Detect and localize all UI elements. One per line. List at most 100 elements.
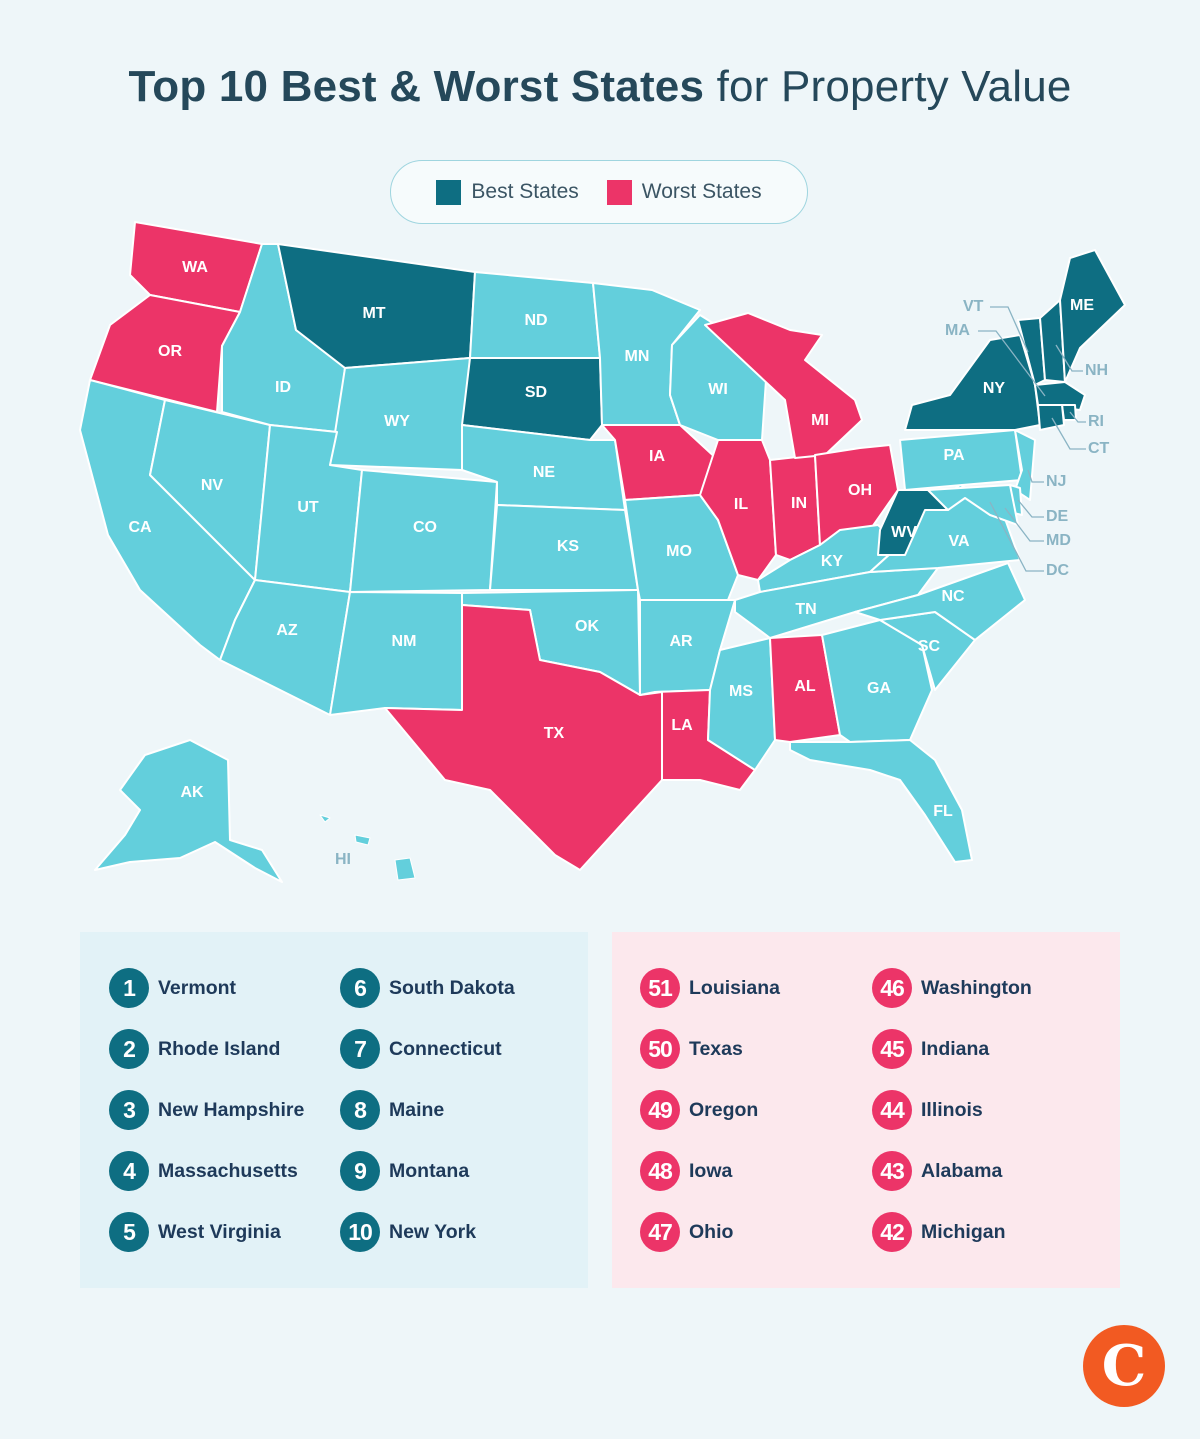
state-label-mi: MI <box>811 412 829 429</box>
state-label-ca: CA <box>128 519 152 536</box>
worst-rank-item: 43 Alabama <box>872 1151 1032 1191</box>
best-rank-item: 2 Rhode Island <box>109 1029 304 1069</box>
worst-rankings-column-1: 51 Louisiana 50 Texas 49 Oregon 48 Iowa 47 Ohio <box>640 968 780 1273</box>
worst-rank-badge: 47 <box>640 1212 680 1252</box>
state-label-il: IL <box>734 496 748 513</box>
state-label-nm: NM <box>392 633 417 650</box>
worst-rank-item: 46 Washington <box>872 968 1032 1008</box>
worst-rank-state: Washington <box>921 976 1032 999</box>
best-rank-state: Connecticut <box>389 1037 502 1060</box>
state-label-va: VA <box>948 533 969 550</box>
state-label-vt: VT <box>963 298 984 315</box>
state-label-ok: OK <box>575 618 599 635</box>
state-label-ak: AK <box>180 784 204 801</box>
state-label-ga: GA <box>867 680 891 697</box>
state-label-sc: SC <box>918 638 941 655</box>
worst-rank-item: 47 Ohio <box>640 1212 780 1252</box>
state-label-id: ID <box>275 379 291 396</box>
brand-logo-letter: C <box>1101 1333 1147 1399</box>
worst-rank-state: Illinois <box>921 1098 983 1121</box>
worst-rank-item: 51 Louisiana <box>640 968 780 1008</box>
state-label-az: AZ <box>276 622 298 639</box>
state-hi <box>319 814 331 823</box>
best-rank-state: New Hampshire <box>158 1098 305 1121</box>
state-label-mn: MN <box>625 348 650 365</box>
state-label-wy: WY <box>384 413 410 430</box>
state-label-mo: MO <box>666 543 692 560</box>
worst-rank-badge: 48 <box>640 1151 680 1191</box>
best-rank-state: South Dakota <box>389 976 515 999</box>
best-rank-state: New York <box>389 1220 477 1243</box>
state-label-nh: NH <box>1085 362 1108 379</box>
state-md <box>927 484 1019 526</box>
state-ny <box>904 334 1041 431</box>
brand-logo: C <box>1083 1325 1165 1407</box>
state-label-nv: NV <box>201 477 224 494</box>
legend-best-label: Best States <box>471 180 579 203</box>
state-nm <box>329 591 463 716</box>
state-sd <box>461 357 603 441</box>
leader-line-md <box>1004 507 1044 542</box>
title-bold: Top 10 Best & Worst States <box>128 62 705 111</box>
best-rank-badge: 7 <box>340 1029 380 1069</box>
worst-rank-state: Texas <box>689 1037 743 1060</box>
legend-best-swatch <box>436 179 462 205</box>
best-rank-item: 5 West Virginia <box>109 1212 304 1252</box>
state-label-ut: UT <box>297 499 319 516</box>
best-rank-state: Rhode Island <box>158 1037 281 1060</box>
state-label-ia: IA <box>649 448 665 465</box>
best-rank-badge: 6 <box>340 968 380 1008</box>
best-rank-item: 8 Maine <box>340 1090 515 1130</box>
state-label-ks: KS <box>557 538 580 555</box>
worst-rank-badge: 44 <box>872 1090 912 1130</box>
best-rank-item: 1 Vermont <box>109 968 304 1008</box>
state-label-ny: NY <box>983 380 1006 397</box>
worst-rank-item: 42 Michigan <box>872 1212 1032 1252</box>
leader-line-vt <box>990 306 1029 353</box>
state-label-tx: TX <box>544 725 565 742</box>
state-mi <box>704 312 863 459</box>
state-label-al: AL <box>794 678 816 695</box>
best-rank-state: Maine <box>389 1098 445 1121</box>
state-label-oh: OH <box>848 482 872 499</box>
worst-rank-badge: 51 <box>640 968 680 1008</box>
leader-line-nh <box>1055 344 1083 372</box>
best-rank-badge: 2 <box>109 1029 149 1069</box>
best-rank-state: Massachusetts <box>158 1159 298 1182</box>
state-label-ri: RI <box>1088 413 1104 430</box>
state-label-tn: TN <box>795 601 816 618</box>
best-rank-item: 3 New Hampshire <box>109 1090 304 1130</box>
worst-rank-badge: 49 <box>640 1090 680 1130</box>
worst-rank-item: 48 Iowa <box>640 1151 780 1191</box>
legend-best: Best States <box>436 179 579 205</box>
state-label-de: DE <box>1046 508 1069 525</box>
state-label-nj: NJ <box>1046 473 1066 490</box>
worst-rank-badge: 45 <box>872 1029 912 1069</box>
worst-rank-state: Alabama <box>921 1159 1003 1182</box>
worst-rank-badge: 50 <box>640 1029 680 1069</box>
worst-rank-badge: 43 <box>872 1151 912 1191</box>
worst-rank-state: Michigan <box>921 1220 1006 1243</box>
state-label-la: LA <box>671 717 693 734</box>
state-al <box>769 634 841 743</box>
state-wv <box>877 489 949 556</box>
state-label-ct: CT <box>1088 440 1110 457</box>
state-tx <box>384 604 663 871</box>
best-rank-badge: 3 <box>109 1090 149 1130</box>
worst-rank-state: Oregon <box>689 1098 759 1121</box>
state-ak <box>94 739 283 883</box>
best-rank-item: 4 Massachusetts <box>109 1151 304 1191</box>
state-label-ky: KY <box>821 553 844 570</box>
worst-rank-item: 49 Oregon <box>640 1090 780 1130</box>
best-rankings-panel: 1 Vermont 2 Rhode Island 3 New Hampshire 4 Mass… <box>80 932 588 1288</box>
worst-rank-state: Louisiana <box>689 976 781 999</box>
state-label-nd: ND <box>524 312 547 329</box>
best-rank-badge: 4 <box>109 1151 149 1191</box>
state-ct <box>1037 404 1065 431</box>
best-rankings-column-1: 1 Vermont 2 Rhode Island 3 New Hampshire 4 Mass… <box>109 968 304 1273</box>
best-rank-item: 10 New York <box>340 1212 515 1252</box>
leader-line-dc <box>989 501 1044 572</box>
best-rank-item: 6 South Dakota <box>340 968 515 1008</box>
state-fl <box>789 739 973 863</box>
state-label-wv: WV <box>891 524 917 541</box>
